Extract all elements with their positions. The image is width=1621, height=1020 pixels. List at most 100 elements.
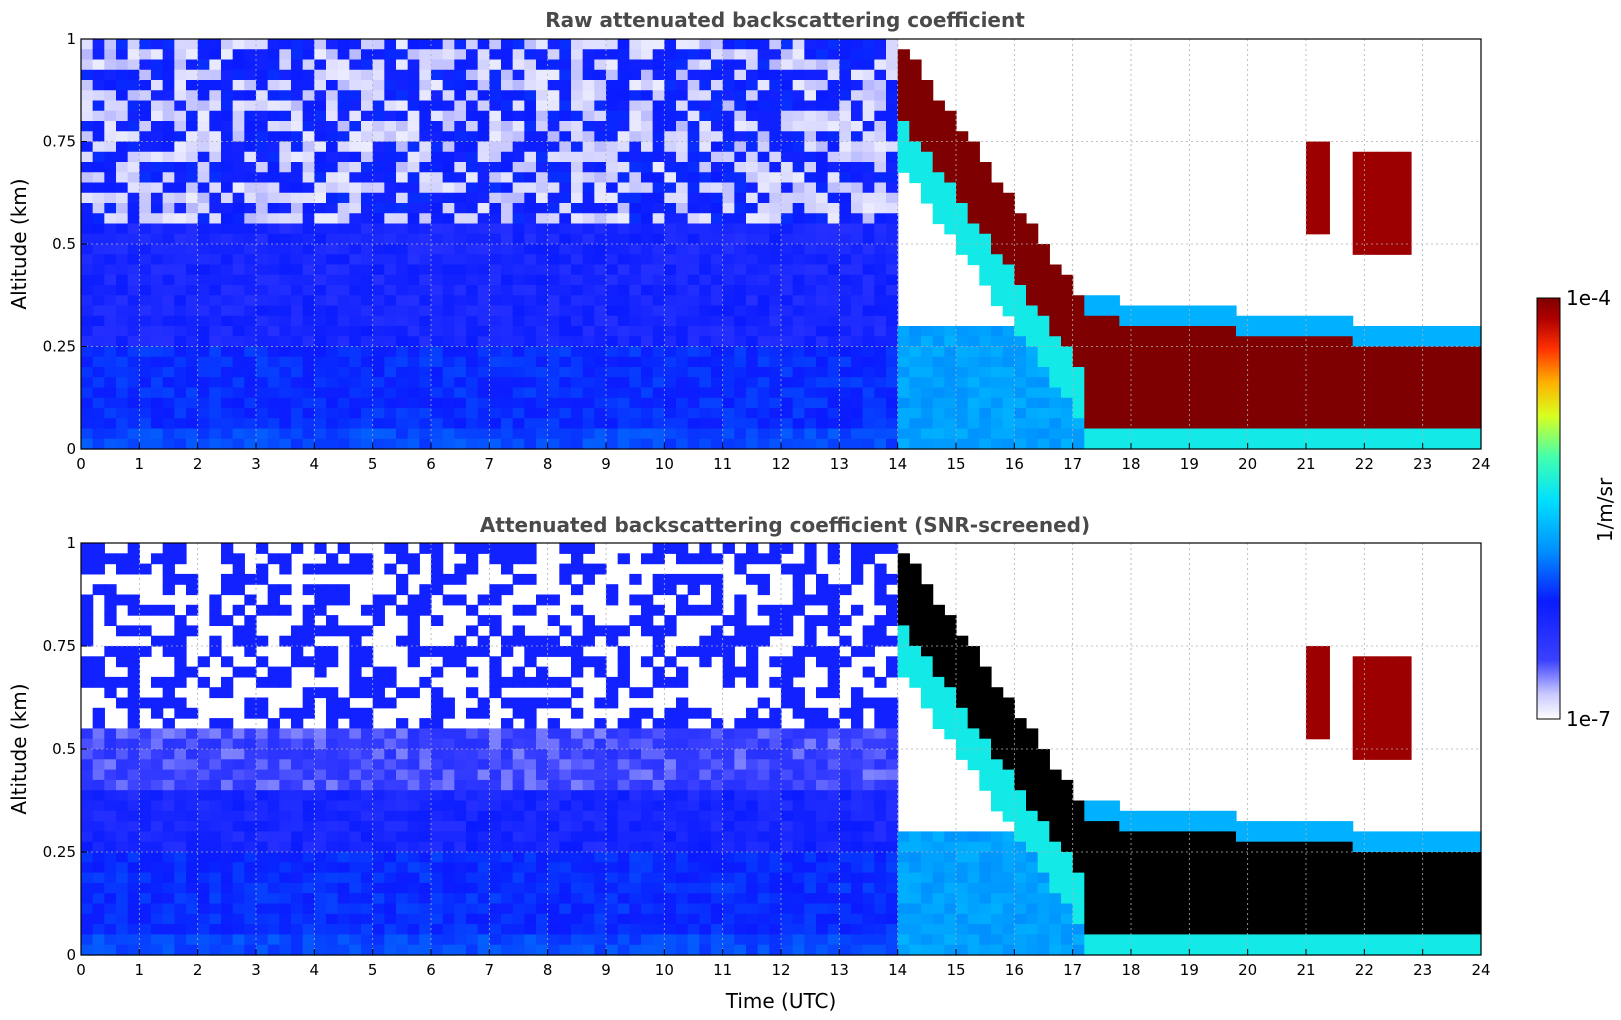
heatmap-cell [372,387,385,399]
heatmap-cell [139,697,152,709]
heatmap-cell [151,882,164,894]
heatmap-cell [174,39,187,50]
heatmap-cell [1376,223,1389,235]
heatmap-cell [1376,346,1389,358]
heatmap-cell [162,852,175,863]
heatmap-cell [547,80,560,91]
heatmap-cell [582,192,595,204]
heatmap-cell [81,810,94,822]
heatmap-cell [279,604,292,616]
heatmap-cell [314,769,327,781]
heatmap-cell [326,821,339,832]
heatmap-cell [326,192,339,204]
heatmap-cell [979,254,992,266]
heatmap-cell [594,39,607,50]
heatmap-cell [944,438,957,450]
heatmap-cell [792,213,805,225]
heatmap-cell [594,274,607,286]
heatmap-cell [477,264,490,276]
heatmap-cell [687,100,700,112]
heatmap-cell [419,872,432,884]
heatmap-cell [652,264,665,276]
heatmap-cell [291,934,304,946]
heatmap-cell [967,254,980,266]
heatmap-cell [536,872,549,884]
heatmap-cell [314,790,327,802]
heatmap-cell [897,151,910,163]
heatmap-cell [1306,223,1319,235]
heatmap-cell [291,810,304,822]
heatmap-cell [606,397,619,409]
heatmap-cell [571,59,584,71]
heatmap-cell [862,377,875,389]
heatmap-cell [897,90,910,102]
heatmap-cell [1201,356,1214,368]
heatmap-cell [757,244,770,255]
heatmap-cell [594,305,607,317]
heatmap-cell [372,213,385,225]
heatmap-cell [1212,326,1225,337]
heatmap-cell [197,800,210,812]
heatmap-cell [291,367,304,378]
heatmap-cell [291,821,304,832]
heatmap-cell [477,408,490,419]
heatmap-cell [676,192,689,204]
heatmap-cell [512,438,525,450]
heatmap-cell [372,924,385,935]
heatmap-cell [746,100,759,112]
heatmap-cell [1352,233,1365,245]
heatmap-cell [279,841,292,853]
heatmap-cell [162,100,175,112]
heatmap-cell [606,59,619,71]
heatmap-cell [711,315,724,327]
heatmap-cell [582,346,595,358]
heatmap-cell [104,810,117,822]
heatmap-cell [1457,326,1470,337]
heatmap-cell [104,305,117,317]
heatmap-cell [92,254,105,266]
heatmap-cell [466,336,479,348]
heatmap-cell [536,779,549,791]
heatmap-cell [197,418,210,430]
heatmap-cell [641,100,654,112]
heatmap-cell [559,110,572,122]
heatmap-cell [1376,326,1389,337]
heatmap-cell [1014,274,1027,286]
heatmap-cell [279,244,292,255]
heatmap-cell [279,852,292,863]
heatmap-cell [419,418,432,430]
heatmap-cell [746,49,759,61]
heatmap-cell [734,213,747,225]
heatmap-cell [244,80,257,91]
heatmap-cell [711,110,724,122]
heatmap-cell [827,213,840,225]
heatmap-cell [1014,254,1027,266]
heatmap-cell [1352,336,1365,348]
heatmap-cell [256,790,269,802]
heatmap-cell [256,377,269,389]
heatmap-cell [151,697,164,709]
heatmap-cell [746,377,759,389]
heatmap-cell [349,759,362,771]
heatmap-cell [407,244,420,255]
heatmap-cell [1317,172,1330,184]
heatmap-cell [162,244,175,255]
heatmap-cell [547,110,560,122]
heatmap-cell [524,862,537,874]
heatmap-cell [1387,377,1400,389]
heatmap-cell [489,315,502,327]
heatmap-cell [442,59,455,71]
heatmap-cell [897,428,910,440]
heatmap-cell [1212,305,1225,317]
heatmap-cell [757,151,770,163]
heatmap-cell [501,315,514,327]
heatmap-cell [337,192,350,204]
heatmap-cell [769,346,782,358]
heatmap-cell [991,254,1004,266]
heatmap-cell [629,59,642,71]
heatmap-cell [162,934,175,946]
heatmap-cell [652,182,665,194]
heatmap-cell [314,305,327,317]
heatmap-cell [104,233,117,245]
heatmap-cell [536,69,549,81]
